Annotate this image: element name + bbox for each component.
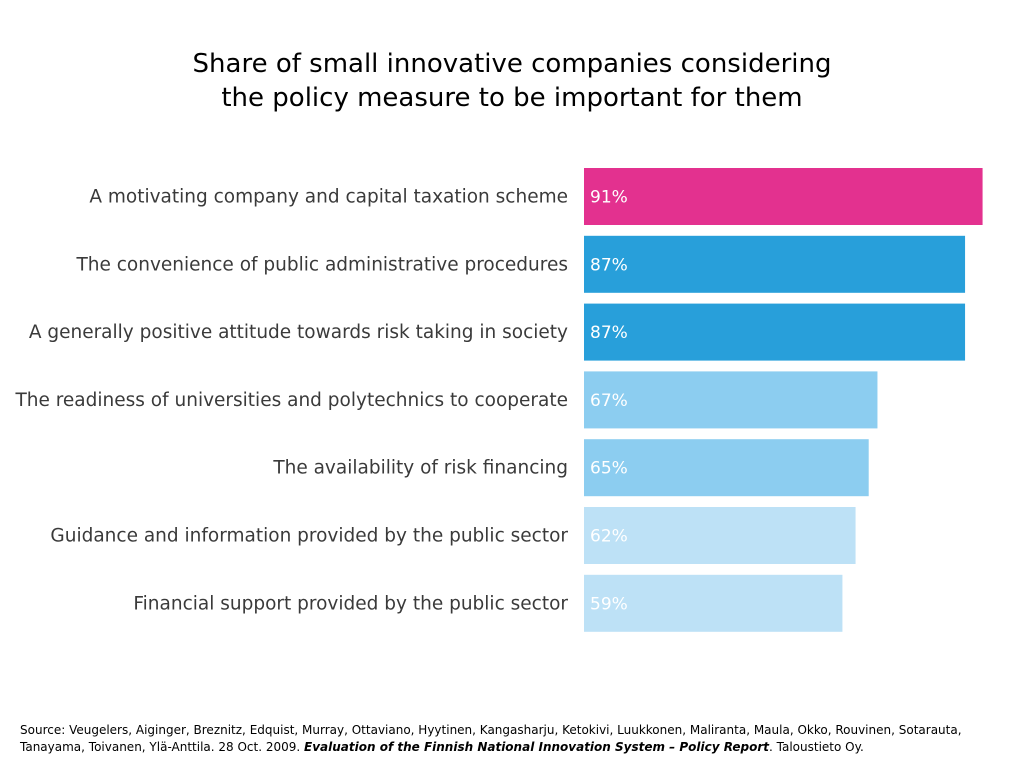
bar-4 [584,371,878,429]
bar-5 [584,439,869,497]
category-label-6: Guidance and information provided by the… [50,526,568,547]
source-suffix: . Taloustieto Oy. [769,740,864,754]
bar-chart: A motivating company and capital taxatio… [14,168,983,632]
category-label-5: The availability of risk financing [272,458,568,479]
category-label-2: The convenience of public administrative… [75,254,568,275]
category-label-3: A generally positive attitude towards ri… [29,322,568,343]
bar-2 [584,235,966,293]
title-line-2: the policy measure to be important for t… [221,83,803,113]
category-label-4: The readiness of universities and polyte… [14,390,568,411]
source-citation: Source: Veugelers, Aiginger, Breznitz, E… [20,722,1010,756]
source-prefix: Source: Veugelers, Aiginger, Breznitz, E… [20,723,962,754]
value-label-3: 87% [590,323,628,343]
value-label-6: 62% [590,527,628,547]
bar-1 [584,168,983,225]
title-line-1: Share of small innovative companies cons… [192,49,832,79]
source-report-title: Evaluation of the Finnish National Innov… [304,740,769,754]
bar-3 [584,303,966,361]
value-label-2: 87% [590,255,628,275]
value-label-1: 91% [590,188,628,208]
category-label-1: A motivating company and capital taxatio… [89,187,568,208]
value-label-4: 67% [590,391,628,411]
chart-title: Share of small innovative companies cons… [0,47,1024,115]
category-label-7: Financial support provided by the public… [133,593,568,614]
bar-7 [584,574,843,632]
value-label-7: 59% [590,594,628,614]
value-label-5: 65% [590,459,628,479]
bar-6 [584,507,856,564]
